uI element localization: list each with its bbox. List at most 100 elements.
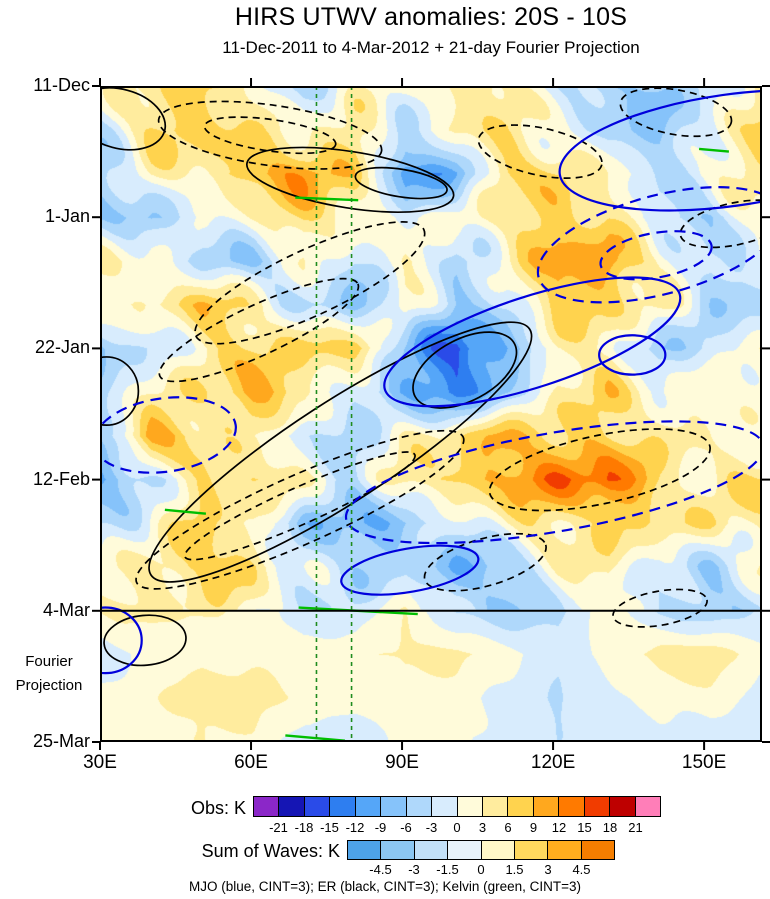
clipped-overlays [100, 86, 762, 742]
er-contour-dashed [423, 532, 547, 592]
er-contour-dashed [135, 429, 465, 590]
colorbar-box [547, 840, 582, 860]
colorbar-tick-label: 4.5 [572, 862, 591, 877]
waves-colorbar-label: Sum of Waves: K [201, 841, 340, 861]
obs-colorbar-label: Obs: K [190, 798, 246, 818]
mjo-contour-dashed [344, 420, 762, 545]
er-contour-solid [100, 356, 140, 426]
er-contour-solid [354, 166, 448, 200]
kelvin-contour-segment [295, 196, 359, 202]
colorbar-tick-label: 6 [504, 820, 512, 835]
colorbar-tick-label: 0 [453, 820, 461, 835]
mjo-contour-solid [340, 544, 480, 596]
er-contour-dashed [158, 277, 360, 383]
time-tick-label: 4-Mar [42, 599, 90, 620]
figure-subtitle: 11-Dec-2011 to 4-Mar-2012 + 21-day Fouri… [222, 38, 640, 57]
colorbar-box [413, 840, 449, 860]
lon-tick-label: 120E [530, 752, 576, 773]
colorbar-box [447, 840, 482, 860]
colorbar-tick-label: 15 [577, 820, 592, 835]
colorbar-tick-label: -4.5 [369, 862, 392, 877]
lon-tick-label: 150E [681, 752, 727, 773]
colorbar-box [253, 796, 280, 817]
colorbar-tick-label: -9 [374, 820, 387, 835]
colorbar-tick-label: 3 [544, 862, 552, 877]
er-contour-dashed [194, 221, 426, 345]
contour-overlay [92, 78, 770, 750]
mjo-contour-dashed [536, 186, 762, 304]
colorbar-tick-label: 3 [478, 820, 487, 835]
colorbar-tick-label: 21 [628, 820, 643, 835]
colorbar-box [634, 796, 661, 817]
kelvin-contour-segment [285, 734, 346, 742]
fourier-projection-label: Fourier Projection [2, 650, 96, 698]
colorbar-tick-label: 0 [477, 862, 485, 877]
colorbar-box [380, 796, 407, 817]
colorbar-box [456, 796, 483, 817]
colorbar-tick-label: -21 [269, 820, 288, 835]
colorbar-box [278, 796, 305, 817]
colorbar-box [481, 796, 509, 817]
mjo-contour-solid [558, 88, 762, 212]
er-contour-dashed [619, 87, 733, 138]
colorbar-box [303, 796, 331, 817]
er-contour-dashed [488, 428, 711, 512]
colorbar-box [532, 796, 560, 817]
er-contour-dashed [612, 588, 708, 628]
er-contour-solid [245, 146, 455, 213]
er-contour-solid [103, 614, 187, 667]
plot-frame [100, 86, 762, 742]
er-contour-dashed [157, 100, 383, 170]
colorbar-box [609, 796, 636, 817]
plot-area [92, 78, 770, 750]
colorbar-box [431, 796, 458, 817]
fourier-projection-label-line2: Projection [15, 677, 83, 694]
er-contour-solid [148, 321, 533, 583]
mjo-contour-solid [598, 334, 667, 376]
er-contour-dashed [477, 124, 603, 179]
mjo-contour-solid [100, 606, 143, 675]
mjo-contour-dashed [100, 396, 237, 474]
colorbar-tick-label: -18 [294, 820, 314, 835]
lon-tick-label: 30E [83, 752, 117, 773]
kelvin-contour-segment [164, 508, 207, 515]
er-contour-dashed [203, 116, 337, 155]
colorbar-box [347, 840, 382, 860]
colorbar-box [329, 796, 356, 817]
er-contour-solid [412, 331, 518, 409]
colorbar-box [558, 796, 585, 817]
colorbar-tick-label: 12 [551, 820, 567, 835]
colorbar-tick-label: -3 [408, 862, 420, 877]
legend-caption: MJO (blue, CINT=3); ER (black, CINT=3); … [189, 879, 581, 894]
colorbar-box [580, 840, 615, 860]
colorbar-box [405, 796, 433, 817]
time-tick-label: 1-Jan [44, 206, 90, 227]
colorbar-box [480, 840, 515, 860]
time-tick-label: 12-Feb [32, 468, 90, 489]
er-contour-dashed [183, 451, 416, 561]
kelvin-contour-segment [699, 147, 730, 153]
mjo-contour-solid [383, 276, 682, 408]
colorbar-tick-label: -3 [425, 820, 438, 835]
waves-colorbar [347, 840, 615, 860]
colorbar-box [513, 840, 549, 860]
figure-title: HIRS UTWV anomalies: 20S - 10S [234, 3, 628, 31]
colorbar-tick-label: 1.5 [505, 862, 524, 877]
colorbar-box [380, 840, 415, 860]
time-tick-label: 22-Jan [34, 337, 90, 358]
fourier-projection-label-line1: Fourier [25, 653, 73, 670]
colorbar-tick-label: -15 [320, 820, 339, 835]
colorbar-tick-label: 9 [529, 820, 538, 835]
mjo-contour-dashed [599, 230, 713, 281]
lon-tick-label: 60E [234, 752, 268, 773]
er-contour-dashed [679, 199, 762, 249]
colorbar-box [507, 796, 534, 817]
colorbar-tick-label: -6 [400, 820, 412, 835]
colorbar-tick-label: -1.5 [436, 862, 459, 877]
colorbar-tick-label: -12 [345, 820, 365, 835]
time-tick-label: 11-Dec [33, 75, 90, 95]
obs-colorbar [253, 796, 661, 817]
obs-colorbar-ticks: -21 -18 -15 -12 -9 -6 -3 0 3 6 9 12 15 18 21 [253, 820, 661, 835]
waves-colorbar-ticks: -4.5 -3 -1.5 0 1.5 3 4.5 [347, 862, 615, 877]
